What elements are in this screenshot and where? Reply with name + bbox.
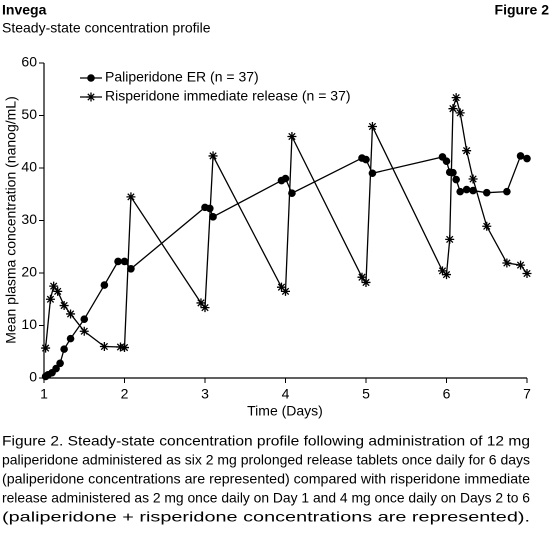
data-point: [200, 303, 210, 313]
y-tick-label: 60: [21, 54, 37, 70]
data-point: [100, 281, 109, 289]
caption-line: (paliperidone concentrations are represe…: [2, 471, 530, 487]
data-point: [60, 345, 68, 353]
data-point: [516, 260, 526, 270]
data-point: [114, 257, 122, 266]
data-point: [79, 326, 89, 336]
caption-line: release administered as 2 mg once daily …: [2, 490, 530, 506]
y-axis-label: Mean plasma concentration (nanog/mL): [3, 96, 19, 343]
data-point: [442, 270, 451, 280]
data-point: [445, 234, 455, 244]
data-point: [66, 309, 76, 319]
y-tick-label: 0: [29, 369, 37, 385]
data-point: [56, 359, 64, 368]
legend-marker: [87, 74, 95, 82]
data-point: [287, 132, 297, 141]
x-tick-label: 2: [121, 386, 129, 402]
data-point: [208, 151, 218, 161]
data-point: [437, 266, 447, 276]
data-point: [357, 272, 367, 282]
data-point: [53, 286, 63, 296]
data-point: [468, 174, 478, 184]
caption-line: (paliperidone + risperidone concentratio…: [2, 509, 530, 525]
header-right: Figure 2: [495, 2, 550, 18]
data-point: [442, 157, 451, 165]
y-tick-label: 30: [21, 211, 37, 227]
x-tick-label: 6: [443, 386, 451, 402]
data-point: [516, 152, 525, 160]
data-point: [502, 258, 512, 268]
data-point: [451, 93, 461, 103]
data-point: [469, 186, 477, 195]
legend-label: Paliperidone ER (n = 37): [105, 69, 259, 85]
caption-line: paliperidone administered as six 2 mg pr…: [2, 452, 530, 468]
data-point: [281, 174, 290, 183]
data-point: [452, 175, 460, 184]
data-point: [361, 277, 371, 287]
data-point: [41, 343, 51, 353]
data-point: [120, 343, 129, 353]
data-point: [59, 301, 69, 311]
x-tick-label: 3: [201, 386, 209, 402]
data-point: [367, 122, 377, 132]
data-point: [462, 146, 472, 156]
data-point: [80, 315, 89, 324]
data-point: [99, 342, 109, 351]
y-tick-label: 10: [21, 316, 37, 332]
chart-title: Steady-state concentration profile: [2, 20, 211, 36]
data-point: [523, 154, 531, 163]
data-point: [126, 192, 136, 202]
data-point: [49, 281, 59, 291]
header-left: Invega: [2, 2, 47, 18]
x-tick-label: 4: [282, 386, 290, 402]
legend-label: Risperidone immediate release (n = 37): [105, 88, 351, 104]
data-point: [281, 286, 290, 296]
data-point: [449, 168, 457, 177]
data-point: [462, 185, 471, 194]
y-tick-label: 40: [21, 159, 37, 175]
data-point: [196, 298, 206, 308]
data-point: [455, 108, 465, 118]
data-point: [448, 104, 458, 114]
data-point: [276, 282, 286, 292]
data-point: [362, 155, 370, 164]
data-point: [503, 187, 511, 196]
data-point: [482, 188, 491, 197]
y-tick-label: 20: [21, 264, 37, 280]
data-point: [127, 265, 135, 273]
data-point: [209, 213, 217, 221]
y-tick-label: 50: [21, 106, 37, 122]
data-point: [66, 334, 75, 343]
x-tick-label: 7: [523, 386, 531, 402]
data-point: [456, 187, 464, 196]
data-point: [522, 269, 532, 279]
data-point: [45, 294, 55, 304]
caption-line: Figure 2. Steady-state concentration pro…: [2, 433, 530, 449]
data-point: [120, 257, 129, 266]
x-tick-label: 1: [40, 386, 48, 402]
x-axis-label: Time (Days): [247, 403, 323, 419]
series-line: [44, 95, 528, 349]
x-tick-label: 5: [362, 386, 370, 402]
data-point: [52, 364, 60, 373]
data-point: [482, 221, 492, 231]
legend-marker: [86, 92, 96, 102]
